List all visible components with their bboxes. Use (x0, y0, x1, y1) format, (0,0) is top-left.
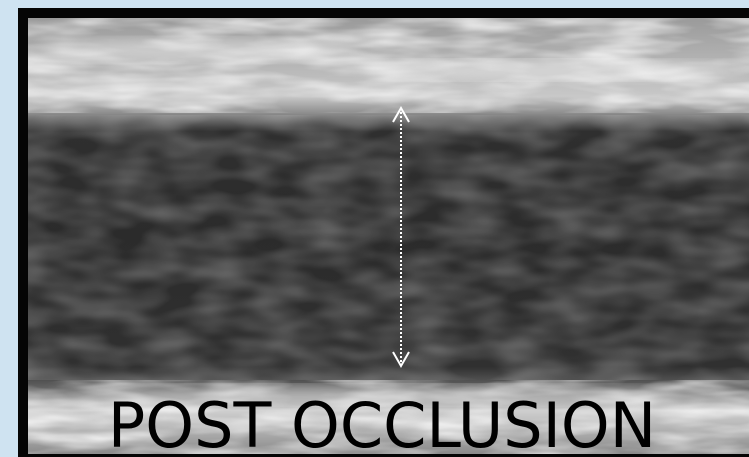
caption: POST OCCLUSION (108, 389, 656, 457)
scan-image (28, 18, 749, 454)
measurement-arrow (392, 105, 410, 369)
